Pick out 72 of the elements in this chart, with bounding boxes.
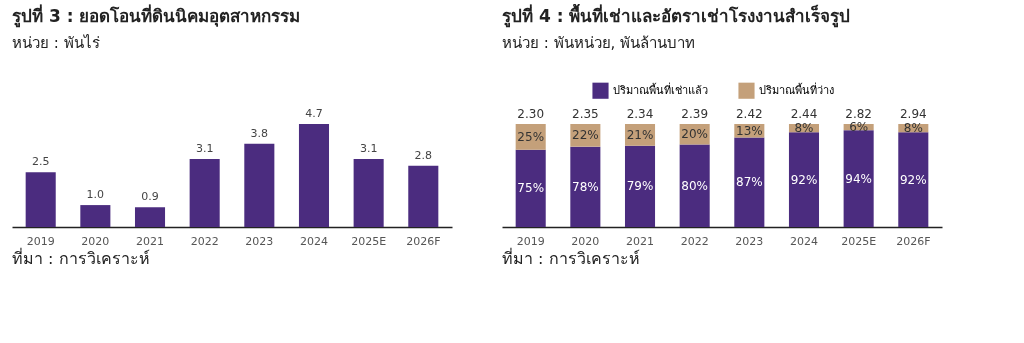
legend-label: ปริมาณพื้นที่ว่าง bbox=[759, 81, 834, 97]
data-label: 6% bbox=[849, 120, 869, 135]
annotation: 2.82 bbox=[845, 107, 873, 121]
bar bbox=[788, 132, 820, 227]
x-tick-label: 2022 bbox=[680, 234, 709, 248]
bar bbox=[353, 159, 384, 227]
data-label: 1.0 bbox=[86, 188, 105, 202]
x-tick-label: 2021 bbox=[626, 234, 655, 248]
x-tick-label: 2023 bbox=[735, 234, 764, 248]
x-tick-label: 2021 bbox=[136, 234, 165, 248]
bar bbox=[298, 124, 330, 227]
data-label: 13% bbox=[735, 123, 763, 138]
data-label: 2.8 bbox=[414, 148, 433, 162]
legend-label: ปริมาณพื้นที่เช่าแล้ว bbox=[613, 81, 708, 97]
data-label: 25% bbox=[517, 129, 545, 144]
data-label: 92% bbox=[790, 172, 818, 187]
chart-title: รูปที่ 3 : ยอดโอนที่ดินนิคมอุตสาหกรรม bbox=[12, 4, 301, 28]
data-label: 8% bbox=[794, 121, 814, 136]
bar bbox=[898, 132, 929, 227]
bar bbox=[679, 144, 710, 227]
bar bbox=[570, 146, 601, 227]
data-label: 94% bbox=[845, 171, 872, 186]
bar bbox=[624, 145, 656, 227]
data-label: 0.9 bbox=[141, 190, 159, 204]
data-label: 20% bbox=[681, 127, 709, 142]
data-label: 22% bbox=[572, 128, 599, 143]
annotation: 2.34 bbox=[626, 107, 654, 121]
text: ที่มา : การวิเคราะห์ bbox=[12, 247, 150, 268]
x-tick-label: 2024 bbox=[789, 234, 818, 248]
x-tick-label: 2022 bbox=[190, 234, 219, 248]
data-label: 3.1 bbox=[359, 142, 378, 156]
annotation: 2.30 bbox=[517, 107, 545, 121]
annotation: 2.94 bbox=[899, 107, 927, 121]
bar bbox=[843, 130, 874, 227]
x-tick-label: 2020 bbox=[81, 234, 110, 248]
chart-subtitle: หน่วย : พันไร่ bbox=[12, 34, 100, 52]
bar bbox=[25, 172, 56, 227]
chart-subtitle: หน่วย : พันหน่วย, พันล้านบาท bbox=[502, 34, 696, 52]
bar bbox=[244, 143, 275, 227]
x-tick-label: 2019 bbox=[26, 234, 55, 248]
data-label: 75% bbox=[517, 181, 545, 196]
data-label: 92% bbox=[899, 172, 927, 187]
x-tick-label: 2025E bbox=[351, 234, 387, 248]
x-tick-label: 2024 bbox=[299, 234, 328, 248]
text: ที่มา : การวิเคราะห์ bbox=[502, 247, 640, 268]
chart-title: รูปที่ 4 : พื้นที่เช่าและอัตราเช่าโรงงานสำเร็จรูป bbox=[502, 3, 851, 28]
data-label: 4.7 bbox=[305, 107, 323, 120]
x-tick-label: 2020 bbox=[571, 234, 600, 248]
bar bbox=[408, 165, 439, 227]
bar bbox=[515, 149, 546, 227]
x-tick-label: 2026F bbox=[406, 234, 441, 248]
x-tick-label: 2026F bbox=[896, 234, 931, 248]
bar bbox=[80, 205, 111, 227]
bar bbox=[734, 137, 765, 227]
annotation: 2.35 bbox=[571, 107, 599, 121]
x-tick-label: 2025E bbox=[841, 234, 877, 248]
data-label: 8% bbox=[903, 121, 923, 136]
data-label: 3.1 bbox=[195, 142, 214, 156]
data-label: 80% bbox=[681, 178, 709, 193]
data-label: 78% bbox=[572, 179, 599, 194]
annotation: 2.42 bbox=[735, 107, 763, 121]
data-label: 2.5 bbox=[31, 155, 50, 169]
data-label: 21% bbox=[626, 127, 654, 142]
bar bbox=[189, 159, 220, 227]
annotation: 2.39 bbox=[681, 107, 709, 121]
data-label: 79% bbox=[626, 179, 654, 194]
data-label: 3.8 bbox=[250, 126, 269, 140]
x-tick-label: 2023 bbox=[245, 234, 274, 248]
data-label: 87% bbox=[735, 175, 763, 190]
annotation: 2.44 bbox=[790, 107, 818, 121]
bar bbox=[134, 207, 166, 227]
x-tick-label: 2019 bbox=[516, 234, 545, 248]
